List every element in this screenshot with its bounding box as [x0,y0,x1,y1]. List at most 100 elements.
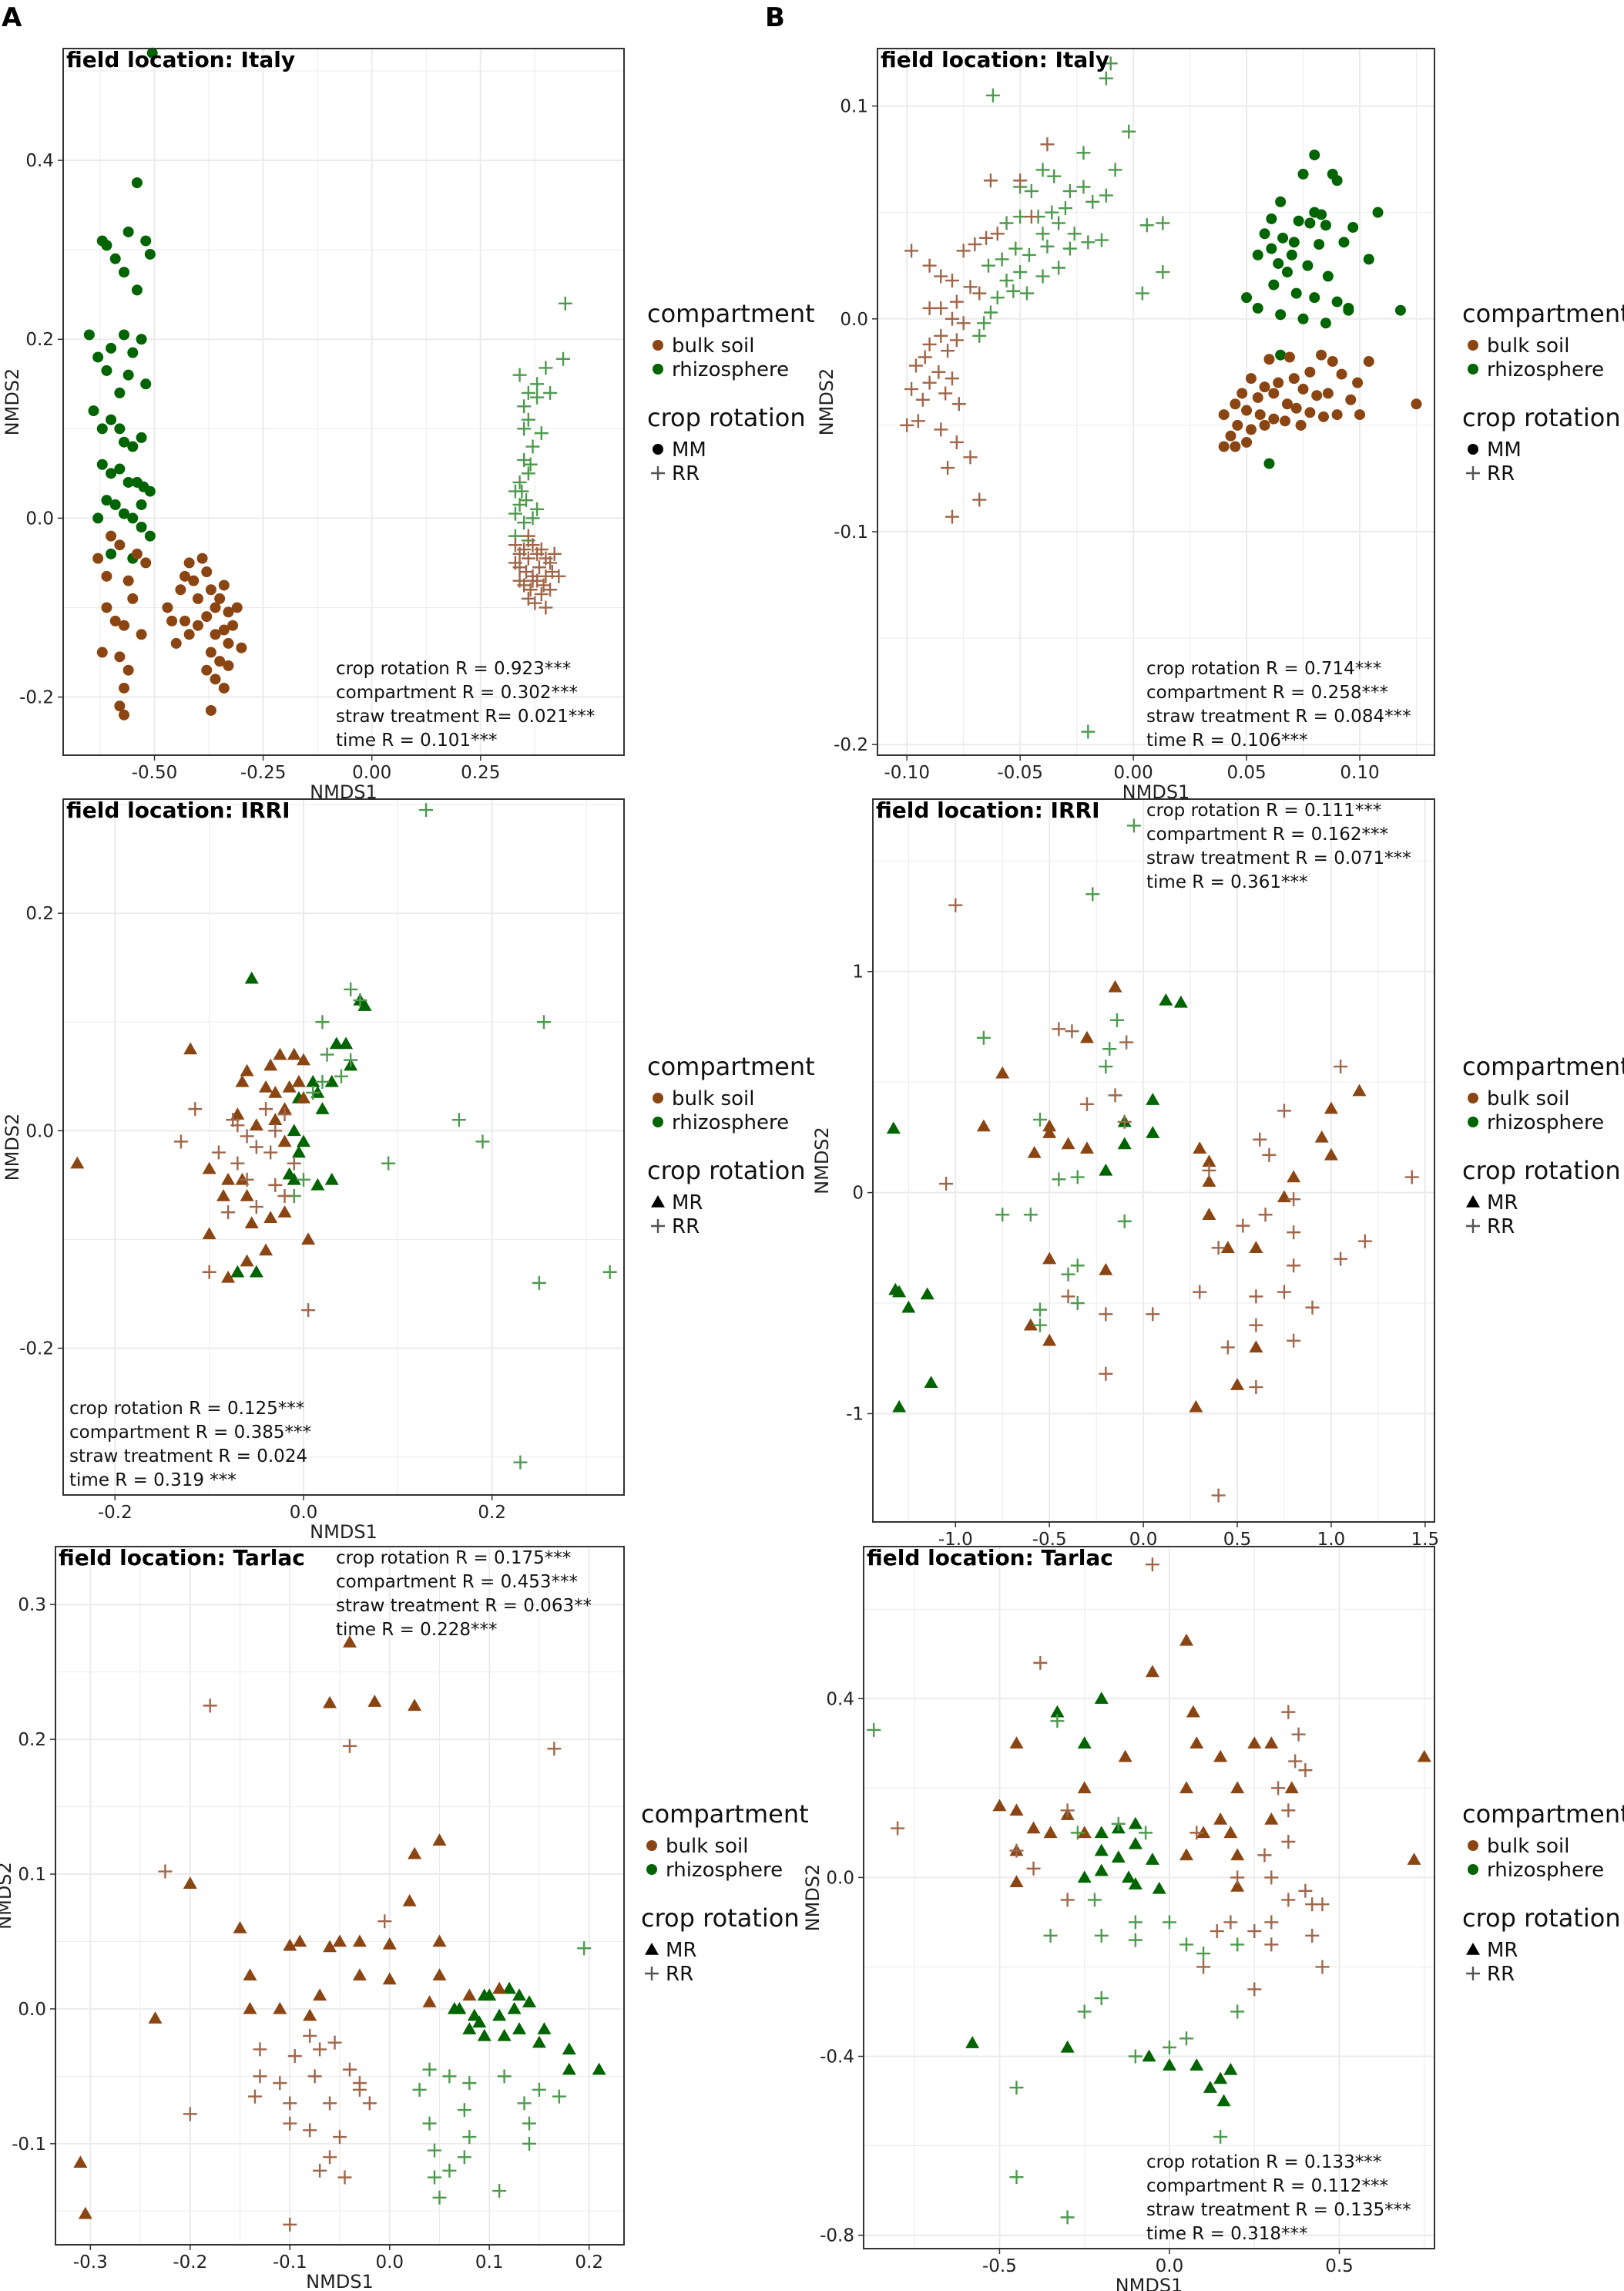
data-point [543,556,558,570]
data-point [114,387,126,398]
stat-line: crop rotation R = 0.714*** [1146,659,1381,679]
legend-rhizosphere-label: rhizosphere [1487,1111,1604,1134]
y-axis-label: NMDS2 [811,1127,833,1194]
data-point [428,2170,441,2185]
data-point [119,436,130,448]
legend-rhizosphere-label: rhizosphere [1487,1859,1604,1882]
data-point [1032,1318,1047,1332]
data-point [1077,2004,1092,2019]
x-tick-label: 0.0 [1156,2256,1184,2276]
data-point [96,235,108,247]
legend-rotation-title: crop rotation [647,403,806,432]
data-point [78,2206,92,2219]
data-point [109,499,121,510]
data-point [144,248,156,260]
data-point [1156,265,1170,280]
data-point [1304,366,1316,378]
data-point [1407,1853,1421,1865]
series-rr-bulk-soil [508,529,566,615]
data-point [1230,1879,1245,1892]
data-point [543,583,558,597]
data-point [96,459,108,470]
data-point [1268,413,1280,425]
y-tick-label: -0.2 [834,735,868,755]
data-point [1302,260,1314,271]
data-point [451,1113,466,1127]
data-point [1139,218,1154,233]
data-point [1076,180,1091,194]
plot-frame [55,1546,625,2246]
data-point [1077,1870,1092,1883]
data-point [1043,1928,1058,1943]
data-point [327,2035,342,2050]
data-point [945,509,959,524]
data-point [1009,1736,1024,1749]
data-point [1070,1826,1085,1840]
data-point [1254,409,1266,421]
data-point [1061,1137,1075,1150]
data-point [221,1172,236,1185]
data-point [1070,1170,1085,1184]
data-point [1094,1843,1109,1856]
data-point [1189,2058,1204,2071]
plot-frame [877,48,1435,756]
data-point [1245,373,1257,385]
data-point [934,328,948,343]
data-point [253,2042,267,2057]
data-point [233,1920,247,1933]
data-point [1241,405,1253,416]
data-point [259,1243,273,1256]
data-point [922,258,937,273]
data-point [492,2008,507,2021]
data-point [381,1156,396,1171]
data-point [342,1738,357,1753]
legend-rotation-title: crop rotation [1462,1903,1621,1933]
data-point [990,227,1005,241]
x-tick-label: 0.00 [1114,763,1153,783]
stat-line: compartment R = 0.162*** [1146,825,1388,845]
data-point [1216,2094,1231,2107]
data-point [1027,1145,1042,1158]
data-point [162,602,173,613]
data-point [512,2022,527,2034]
data-point [1128,1933,1143,1947]
data-point [992,1799,1007,1812]
data-point [240,1063,254,1077]
data-point [530,502,545,516]
data-point [918,350,932,364]
data-point [422,2062,437,2077]
data-point [1189,1399,1203,1413]
stat-line: crop rotation R = 0.125*** [69,1399,304,1419]
data-point [324,1172,339,1185]
data-point [1230,1848,1245,1861]
y-tick-label: -0.1 [834,522,868,543]
data-point [136,334,147,345]
data-point [1283,351,1295,363]
series-mr-rhizosphere [230,971,372,1278]
data-point [508,556,522,570]
data-point [1247,1982,1262,1997]
data-point [1023,1208,1038,1222]
data-point [1316,209,1327,220]
data-point [1128,1836,1143,1849]
data-point [867,1722,881,1737]
data-point [891,1821,905,1836]
data-point [1186,1705,1200,1718]
data-point [558,296,572,311]
data-point [106,530,117,542]
legend-rhizosphere-label: rhizosphere [1487,358,1604,381]
data-point [313,2042,327,2057]
data-point [1343,302,1354,314]
data-point [303,2123,317,2138]
data-point [282,1080,297,1093]
data-point [1290,287,1302,299]
data-point [297,1172,310,1187]
data-point [512,1988,527,2001]
data-point [119,267,130,278]
data-point [1347,222,1359,233]
data-point [517,543,532,557]
data-point [158,1864,173,1879]
data-point [342,1635,357,1648]
data-point [508,538,522,553]
data-point [148,2011,163,2024]
